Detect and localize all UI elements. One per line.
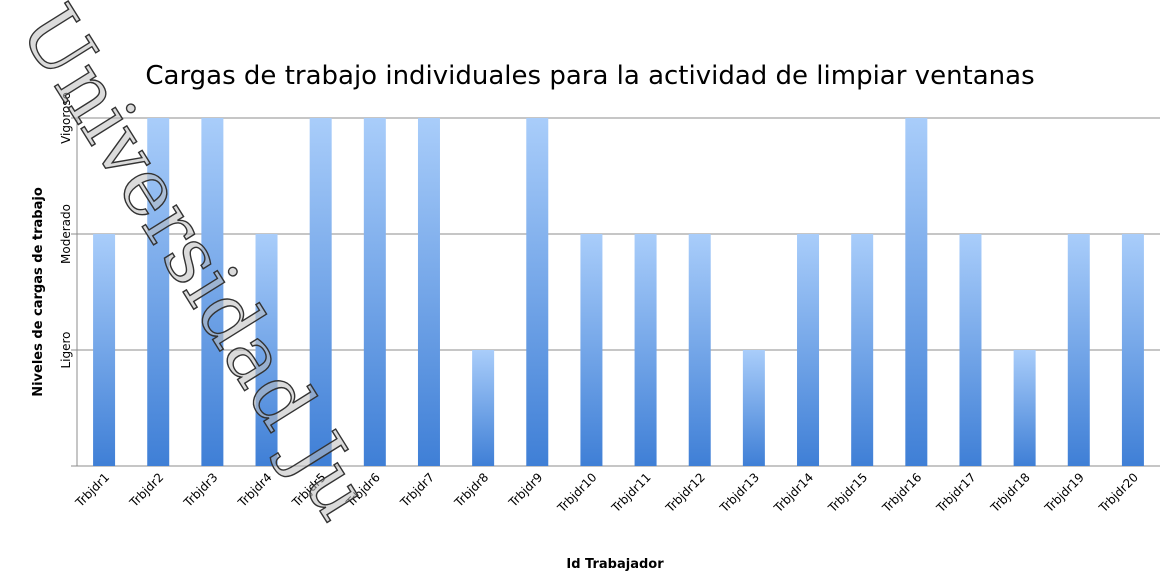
x-tick-label: Trbjdr17 <box>933 470 978 515</box>
x-tick-label: Trbjdr12 <box>662 470 707 515</box>
x-tick-label: Trbjdr19 <box>1041 470 1086 515</box>
bar <box>1013 350 1036 466</box>
bar <box>526 118 549 466</box>
bar <box>688 234 711 466</box>
bar <box>634 234 657 466</box>
x-tick-label: Trbjdr14 <box>771 470 816 515</box>
x-tick-label: Trbjdr20 <box>1096 470 1141 515</box>
x-tick-label: Trbjdr10 <box>554 470 599 515</box>
bar <box>147 118 170 466</box>
bar <box>1067 234 1090 466</box>
bar <box>201 118 224 466</box>
x-tick-label: Trbjdr2 <box>126 470 166 510</box>
x-tick-label: Trbjdr8 <box>451 470 491 510</box>
y-tick-label: Moderado <box>59 204 73 264</box>
x-tick-label: Trbjdr4 <box>235 470 275 510</box>
y-axis-label: Niveles de cargas de trabajo <box>31 187 46 397</box>
bar <box>905 118 928 466</box>
bar <box>851 234 874 466</box>
bar <box>959 234 982 466</box>
x-tick-label: Trbjdr11 <box>608 470 653 515</box>
x-tick-label: Trbjdr16 <box>879 470 924 515</box>
x-tick-label: Trbjdr15 <box>825 470 870 515</box>
x-tick-label: Trbjdr18 <box>987 470 1032 515</box>
bar <box>580 234 603 466</box>
bar <box>363 118 386 466</box>
bar <box>309 118 332 466</box>
bar <box>472 350 495 466</box>
bar <box>93 234 116 466</box>
x-tick-label: Trbjdr3 <box>180 470 220 510</box>
y-tick-label: Vigoroso <box>59 92 73 144</box>
bar <box>417 118 440 466</box>
x-tick-label: Trbjdr13 <box>717 470 762 515</box>
bars <box>93 118 1144 466</box>
bar <box>742 350 765 466</box>
chart-title: Cargas de trabajo individuales para la a… <box>145 61 1034 91</box>
bar <box>1121 234 1144 466</box>
bar <box>255 234 278 466</box>
bar <box>797 234 820 466</box>
x-tick-label: Trbjdr9 <box>505 470 545 510</box>
x-axis-label: Id Trabajador <box>566 557 664 572</box>
x-tick-label: Trbjdr7 <box>397 470 437 510</box>
x-tick-label: Trbjdr1 <box>72 470 112 510</box>
y-tick-label: Ligero <box>59 331 73 368</box>
